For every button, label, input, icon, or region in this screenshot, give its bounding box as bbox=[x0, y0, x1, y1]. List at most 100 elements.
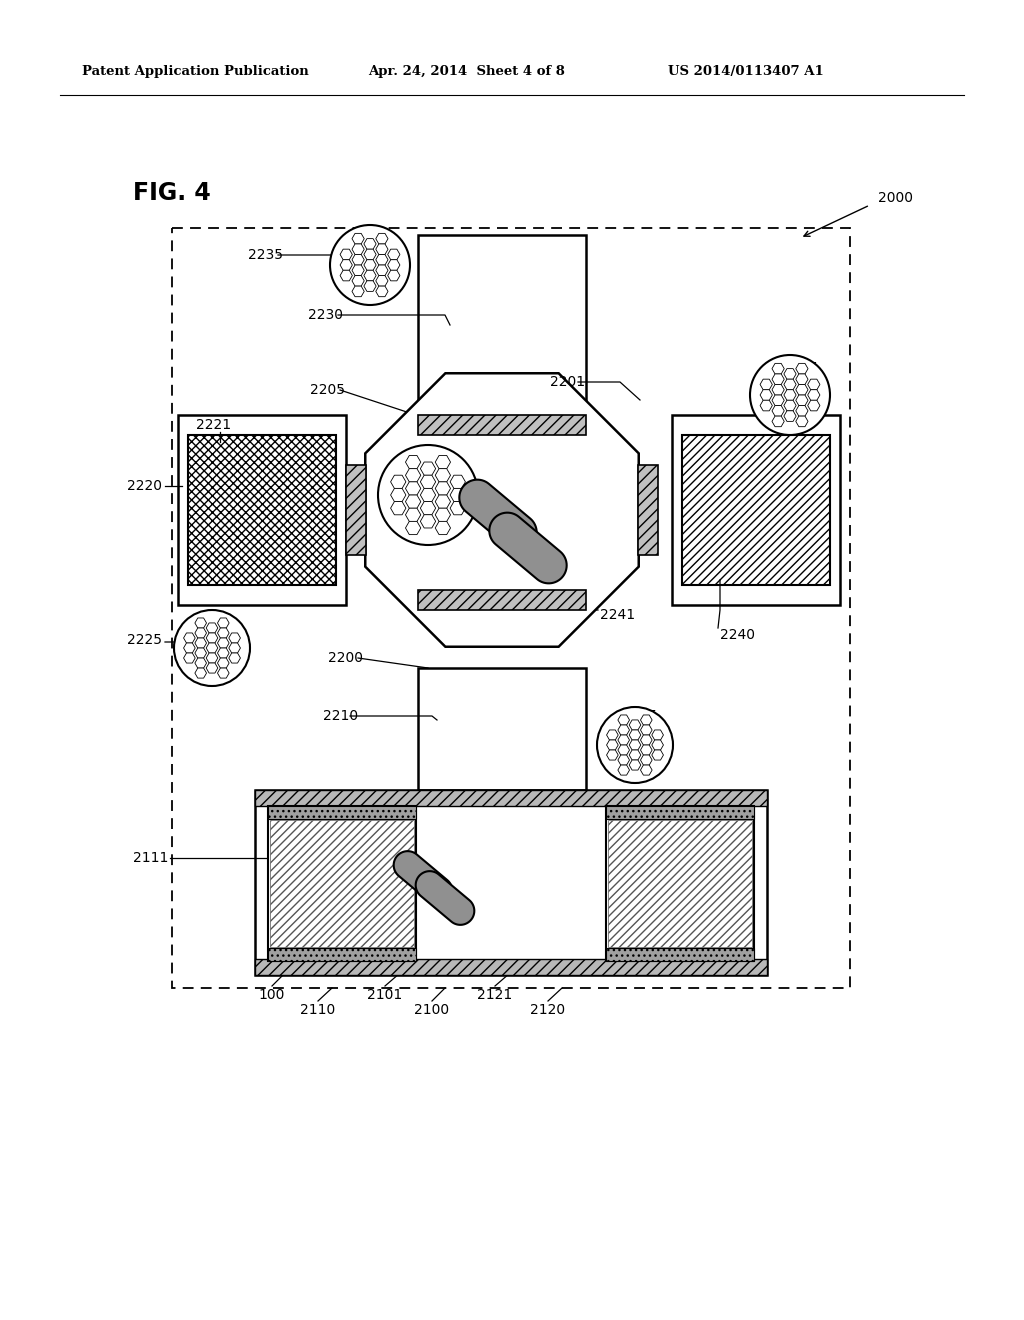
Polygon shape bbox=[617, 744, 630, 755]
Polygon shape bbox=[451, 475, 465, 488]
Polygon shape bbox=[206, 643, 218, 653]
Polygon shape bbox=[393, 851, 453, 904]
Bar bbox=[346, 465, 366, 554]
Bar bbox=[255, 789, 767, 975]
Polygon shape bbox=[640, 744, 652, 755]
Text: 2121: 2121 bbox=[477, 987, 513, 1002]
Polygon shape bbox=[390, 488, 406, 502]
Text: 2000: 2000 bbox=[878, 191, 913, 205]
Polygon shape bbox=[388, 249, 400, 260]
Bar bbox=[638, 465, 658, 554]
Text: 2100: 2100 bbox=[415, 1003, 450, 1016]
Text: 2230: 2230 bbox=[308, 308, 343, 322]
Polygon shape bbox=[420, 515, 435, 528]
Polygon shape bbox=[183, 643, 196, 653]
Polygon shape bbox=[388, 271, 400, 281]
Polygon shape bbox=[340, 271, 352, 281]
Bar bbox=[606, 807, 754, 818]
Polygon shape bbox=[784, 379, 796, 389]
Polygon shape bbox=[364, 260, 376, 271]
Circle shape bbox=[378, 445, 478, 545]
Polygon shape bbox=[352, 255, 365, 265]
Polygon shape bbox=[435, 455, 451, 469]
Polygon shape bbox=[217, 628, 229, 638]
Polygon shape bbox=[376, 255, 388, 265]
Text: 2120: 2120 bbox=[530, 1003, 565, 1016]
Bar bbox=[608, 820, 752, 946]
Polygon shape bbox=[606, 730, 618, 741]
Polygon shape bbox=[435, 521, 451, 535]
Polygon shape bbox=[640, 766, 652, 775]
Text: 2241: 2241 bbox=[600, 609, 635, 622]
Polygon shape bbox=[617, 755, 630, 766]
Text: 2111: 2111 bbox=[133, 851, 168, 865]
Polygon shape bbox=[376, 234, 388, 244]
Polygon shape bbox=[435, 482, 451, 495]
Polygon shape bbox=[640, 735, 652, 744]
Polygon shape bbox=[406, 482, 421, 495]
Polygon shape bbox=[340, 249, 352, 260]
Polygon shape bbox=[406, 508, 421, 521]
Polygon shape bbox=[352, 234, 365, 244]
Polygon shape bbox=[435, 508, 451, 521]
Polygon shape bbox=[206, 623, 218, 634]
Polygon shape bbox=[640, 755, 652, 766]
Polygon shape bbox=[451, 502, 465, 515]
Polygon shape bbox=[640, 725, 652, 735]
Polygon shape bbox=[340, 260, 352, 271]
Polygon shape bbox=[420, 475, 435, 488]
Polygon shape bbox=[376, 244, 388, 255]
Polygon shape bbox=[420, 488, 435, 502]
Polygon shape bbox=[460, 479, 537, 550]
Polygon shape bbox=[364, 249, 376, 260]
Text: US 2014/0113407 A1: US 2014/0113407 A1 bbox=[668, 66, 823, 78]
Circle shape bbox=[597, 708, 673, 783]
Bar bbox=[255, 789, 767, 807]
Polygon shape bbox=[772, 416, 784, 426]
Polygon shape bbox=[617, 735, 630, 744]
Polygon shape bbox=[206, 653, 218, 663]
Polygon shape bbox=[352, 276, 365, 286]
Polygon shape bbox=[784, 411, 796, 421]
Bar bbox=[255, 960, 767, 975]
Polygon shape bbox=[217, 668, 229, 678]
Polygon shape bbox=[629, 741, 641, 750]
Polygon shape bbox=[772, 395, 784, 405]
Bar bbox=[172, 228, 850, 987]
Polygon shape bbox=[376, 265, 388, 276]
Polygon shape bbox=[808, 400, 820, 411]
Polygon shape bbox=[364, 271, 376, 281]
Bar bbox=[606, 807, 754, 961]
Polygon shape bbox=[195, 657, 207, 668]
Text: 2225: 2225 bbox=[127, 634, 162, 647]
Polygon shape bbox=[617, 725, 630, 735]
Polygon shape bbox=[808, 389, 820, 400]
Polygon shape bbox=[206, 663, 218, 673]
Polygon shape bbox=[606, 741, 618, 750]
Polygon shape bbox=[376, 276, 388, 286]
Polygon shape bbox=[796, 363, 808, 374]
Polygon shape bbox=[388, 260, 400, 271]
Polygon shape bbox=[784, 389, 796, 400]
Polygon shape bbox=[406, 521, 421, 535]
Polygon shape bbox=[629, 750, 641, 760]
Text: Apr. 24, 2014  Sheet 4 of 8: Apr. 24, 2014 Sheet 4 of 8 bbox=[368, 66, 565, 78]
Text: 2201: 2201 bbox=[550, 375, 585, 389]
Polygon shape bbox=[629, 719, 641, 730]
Polygon shape bbox=[217, 657, 229, 668]
Polygon shape bbox=[364, 281, 376, 292]
Text: 2110: 2110 bbox=[300, 1003, 336, 1016]
Polygon shape bbox=[366, 374, 639, 647]
Polygon shape bbox=[772, 374, 784, 384]
Polygon shape bbox=[195, 618, 207, 628]
Bar bbox=[268, 948, 416, 961]
Polygon shape bbox=[451, 488, 465, 502]
Polygon shape bbox=[796, 395, 808, 405]
Polygon shape bbox=[652, 741, 664, 750]
Text: 2200: 2200 bbox=[328, 651, 362, 665]
Bar bbox=[672, 414, 840, 605]
Polygon shape bbox=[784, 400, 796, 411]
Bar bbox=[606, 948, 754, 961]
Text: 100: 100 bbox=[259, 987, 286, 1002]
Text: 2221: 2221 bbox=[196, 418, 231, 432]
